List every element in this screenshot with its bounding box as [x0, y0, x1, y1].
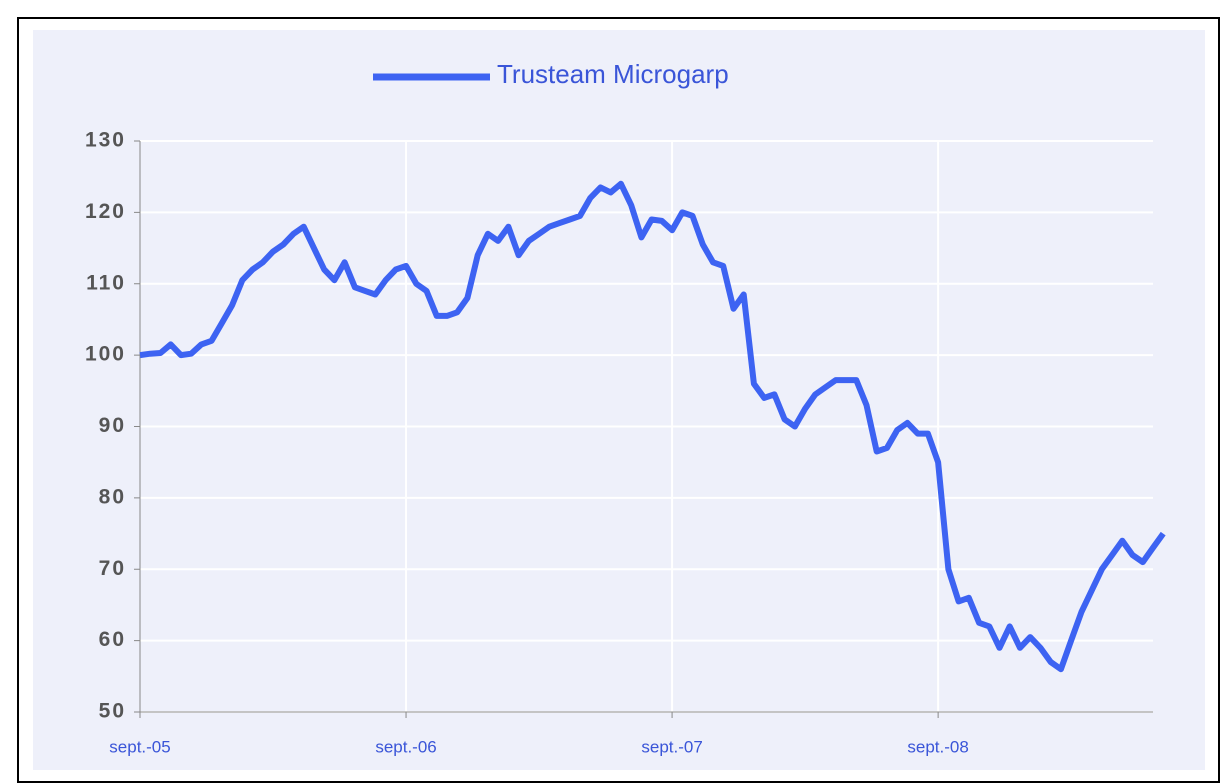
y-tick-label: 100: [85, 343, 126, 366]
line-series: [139, 180, 1166, 673]
y-tick-label: 80: [99, 485, 126, 508]
y-tick-label: 50: [99, 700, 126, 723]
legend-label: Trusteam Microgarp: [497, 59, 729, 89]
y-tick-label: 70: [99, 557, 126, 580]
x-tick-label: sept.-06: [375, 737, 436, 756]
x-tick-label: sept.-08: [907, 737, 968, 756]
y-tick-label: 90: [99, 414, 126, 437]
y-tick-label: 60: [99, 628, 126, 651]
chart-background: [33, 30, 1205, 770]
x-tick-label: sept.-07: [641, 737, 702, 756]
y-tick-label: 120: [85, 200, 126, 223]
y-tick-label: 130: [85, 129, 126, 152]
x-tick-label: sept.-05: [109, 737, 170, 756]
y-tick-label: 110: [86, 271, 126, 294]
